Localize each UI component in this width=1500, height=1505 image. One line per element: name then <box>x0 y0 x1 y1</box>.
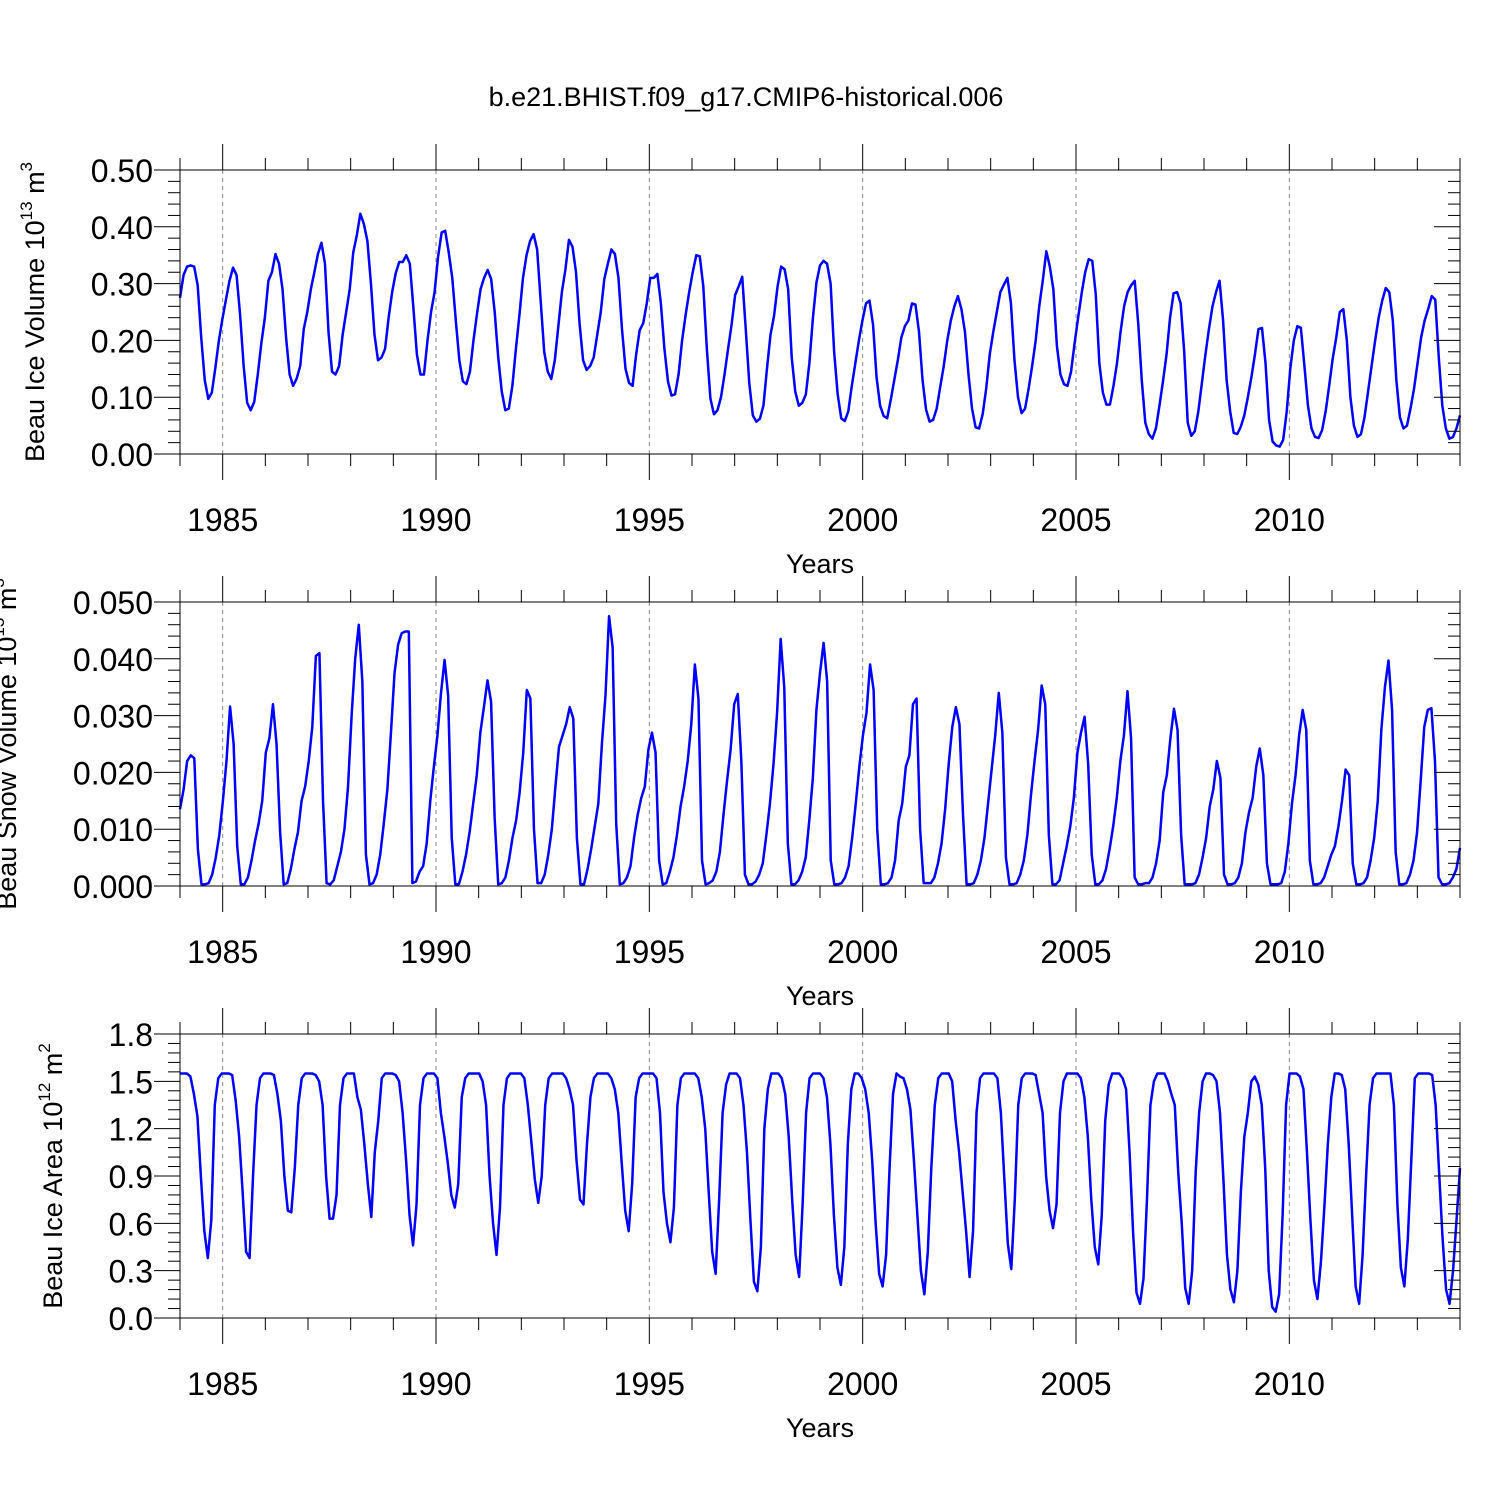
y-tick-label: 0.050 <box>73 585 153 621</box>
y-tick-label: 0.010 <box>73 812 153 848</box>
x-tick-label: 2000 <box>827 934 898 970</box>
y-tick-label: 0.020 <box>73 755 153 791</box>
y-axis-label-unit: m <box>38 1053 68 1083</box>
y-tick-label: 0.30 <box>91 267 153 303</box>
x-tick-label: 2010 <box>1254 1366 1325 1402</box>
x-tick-label: 2000 <box>827 1366 898 1402</box>
chart-panel-2: 1985 1990 1995 2000 2005 2010 0.000 0.010 0.020 0… <box>0 576 1462 1011</box>
x-tick-label: 2005 <box>1040 1366 1111 1402</box>
y-axis-label-unit: m <box>20 171 50 201</box>
y-axis-label-text: Beau Ice Area 10 <box>38 1102 68 1309</box>
y-axis-label-unit-exponent: 3 <box>17 162 36 171</box>
x-tick-label: 2010 <box>1254 934 1325 970</box>
y-axis-label: Beau Ice Area 1012 m2 <box>35 1043 68 1309</box>
y-axis-label-text: Beau Ice Volume 10 <box>20 220 50 462</box>
y-axis-label: Beau Ice Volume 1013 m3 <box>17 162 50 462</box>
x-tick-label: 1990 <box>400 1366 471 1402</box>
x-tick-label: 2010 <box>1254 502 1325 538</box>
x-tick-label: 1995 <box>614 502 685 538</box>
x-axis-label: Years <box>786 1413 854 1443</box>
x-tick-label: 1985 <box>187 1366 258 1402</box>
y-tick-label: 0.00 <box>91 437 153 473</box>
series-line <box>180 1072 1462 1313</box>
y-tick-label: 0.9 <box>109 1159 153 1195</box>
y-tick-label: 0.10 <box>91 380 153 416</box>
y-tick-label: 0.3 <box>109 1254 153 1290</box>
y-tick-label: 0.20 <box>91 323 153 359</box>
y-tick-label: 0.6 <box>109 1206 153 1242</box>
y-axis-label: Beau Snow Volume 1013 m3 <box>0 578 22 910</box>
y-tick-label: 0.030 <box>73 699 153 735</box>
y-tick-label: 0.0 <box>109 1301 153 1337</box>
x-tick-label: 2005 <box>1040 502 1111 538</box>
x-tick-label: 1990 <box>400 934 471 970</box>
y-axis-label-unit-exponent: 3 <box>0 578 8 587</box>
y-tick-label: 1.5 <box>109 1064 153 1100</box>
figure-title: b.e21.BHIST.f09_g17.CMIP6-historical.006 <box>489 82 1004 112</box>
x-tick-label: 1995 <box>614 1366 685 1402</box>
y-axis-label-text: Beau Snow Volume 10 <box>0 637 22 910</box>
x-tick-label: 1985 <box>187 934 258 970</box>
chart-panel-1: 1985 1990 1995 2000 2005 2010 0.00 0.10 0.20 0.30… <box>17 144 1462 579</box>
y-tick-label: 0.50 <box>91 153 153 189</box>
y-tick-label: 0.040 <box>73 642 153 678</box>
x-tick-label: 2005 <box>1040 934 1111 970</box>
y-tick-label: 0.000 <box>73 869 153 905</box>
x-tick-label: 1985 <box>187 502 258 538</box>
chart-panel-3: 1985 1990 1995 2000 2005 2010 0.0 0.3 0.6 0.9 1.2 1… <box>35 1008 1462 1443</box>
y-axis-label-unit-exponent: 2 <box>35 1043 54 1052</box>
plot-frame <box>179 601 1461 887</box>
y-tick-label: 0.40 <box>91 210 153 246</box>
y-axis-label-exponent: 13 <box>17 201 36 220</box>
x-tick-label: 1995 <box>614 934 685 970</box>
y-tick-label: 1.2 <box>109 1112 153 1148</box>
x-axis-label: Years <box>786 981 854 1011</box>
series-line <box>178 212 1462 448</box>
x-tick-label: 2000 <box>827 502 898 538</box>
y-axis-label-exponent: 12 <box>35 1083 54 1102</box>
y-axis-label-exponent: 13 <box>0 618 8 637</box>
y-axis-label-unit: m <box>0 588 22 618</box>
x-tick-label: 1990 <box>400 502 471 538</box>
x-axis-label: Years <box>786 549 854 579</box>
y-tick-label: 1.8 <box>109 1017 153 1053</box>
series-line <box>178 614 1462 886</box>
